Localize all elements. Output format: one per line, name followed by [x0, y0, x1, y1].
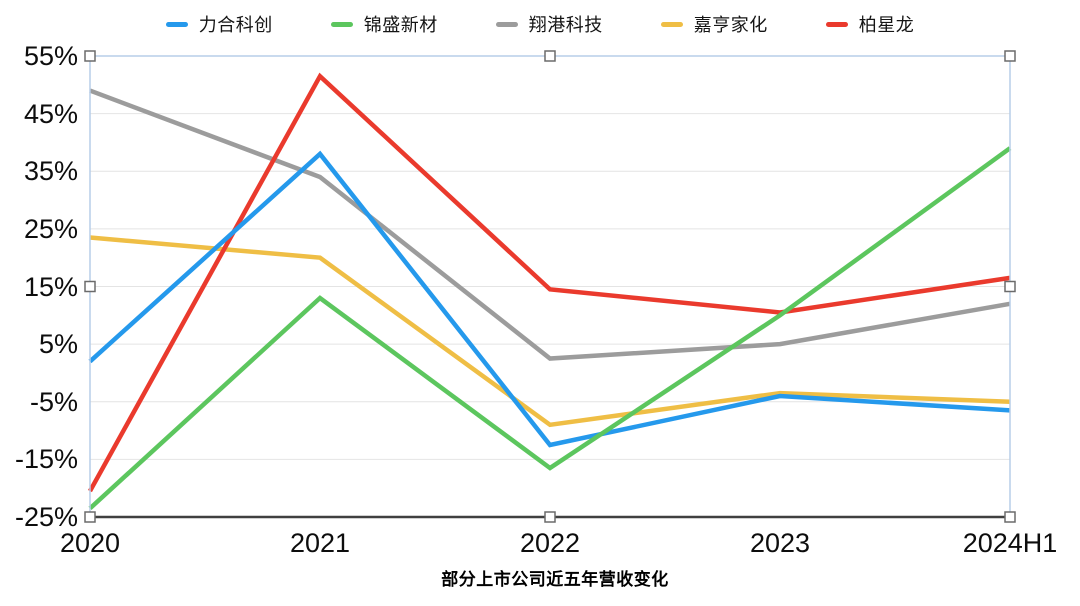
resize-handle-nw[interactable] [84, 50, 96, 62]
series-line-3 [89, 235, 1011, 428]
legend-label: 力合科创 [198, 15, 273, 35]
resize-handle-se[interactable] [1004, 511, 1016, 523]
legend-swatch-icon [165, 21, 188, 27]
x-axis-label: 2024H1 [962, 528, 1058, 558]
legend-swatch-icon [330, 21, 353, 27]
y-axis-label: 45% [23, 98, 78, 129]
y-axis-label: -5% [29, 386, 78, 417]
legend-label: 翔港科技 [528, 15, 603, 35]
y-axis-label: 25% [23, 213, 78, 244]
x-axis-label: 2023 [749, 528, 811, 558]
series-line-4 [88, 72, 1011, 493]
chart-legend: 力合科创 锦盛新材 翔港科技 嘉亨家化 柏星龙 [0, 11, 1080, 37]
series-line-1 [88, 146, 1012, 511]
x-axis-label: 2021 [289, 528, 351, 558]
chart-title: 部分上市公司近五年营收变化 [441, 570, 669, 589]
legend-item: 翔港科技 [495, 11, 603, 37]
series-line-0 [88, 150, 1011, 448]
legend-item: 力合科创 [165, 11, 273, 37]
x-axis-label: 2020 [59, 528, 121, 558]
resize-handle-w[interactable] [84, 280, 96, 293]
resize-handle-sw[interactable] [84, 511, 96, 523]
legend-item: 嘉亨家化 [660, 11, 768, 37]
legend-label: 柏星龙 [858, 15, 915, 35]
series-line-2 [89, 88, 1011, 361]
resize-handle-n[interactable] [544, 50, 556, 62]
resize-handle-s[interactable] [544, 511, 556, 523]
legend-item: 锦盛新材 [330, 11, 438, 37]
legend-swatch-icon [660, 21, 683, 27]
legend-label: 嘉亨家化 [693, 15, 768, 35]
legend-item: 柏星龙 [825, 11, 915, 37]
y-axis-label: 35% [23, 156, 78, 187]
y-axis-label: 55% [23, 41, 78, 71]
y-axis-label: 15% [23, 271, 78, 302]
resize-handle-ne[interactable] [1004, 50, 1016, 62]
y-axis-label: -25% [14, 502, 78, 532]
y-axis-label: 5% [38, 329, 78, 360]
legend-label: 锦盛新材 [363, 15, 438, 35]
legend-swatch-icon [495, 21, 518, 27]
legend-swatch-icon [825, 21, 848, 27]
y-axis-label: -15% [14, 444, 78, 475]
resize-handle-e[interactable] [1004, 280, 1016, 293]
x-axis-label: 2022 [519, 528, 581, 558]
